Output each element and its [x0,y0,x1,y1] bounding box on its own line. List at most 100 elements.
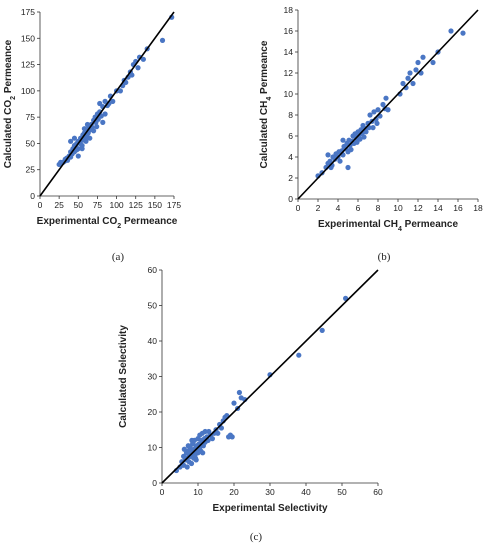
data-point [181,446,187,452]
x-tick-label: 16 [453,203,463,213]
reference-line [161,269,379,484]
data-point [361,134,367,140]
x-axis-label: Experimental CO2 Permeance [37,216,178,230]
x-tick-label: 4 [336,203,341,213]
data-point [102,111,108,117]
data-point [410,80,416,87]
data-point [370,125,376,131]
y-tick-label: 30 [148,372,158,382]
y-tick-label: 175 [21,7,35,17]
x-tick-label: 20 [229,487,239,497]
x-tick-label: 150 [148,200,162,210]
data-point [420,54,426,60]
data-point [94,124,100,130]
y-tick-label: 4 [288,152,293,162]
x-tick-label: 25 [54,200,64,210]
x-tick-label: 40 [301,487,311,497]
y-tick-label: 10 [284,89,294,99]
data-point [319,327,325,333]
data-point [200,450,206,456]
data-point [405,75,411,81]
data-point [68,138,74,144]
data-point [215,430,221,436]
data-point [337,158,343,164]
data-point [375,107,381,113]
reference-line [39,11,175,197]
data-point [83,138,89,144]
panel-label-a: (a) [112,251,125,263]
data-point [363,129,369,135]
x-tick-label: 10 [393,203,403,213]
data-point [340,137,346,143]
x-tick-label: 10 [193,487,203,497]
y-tick-label: 20 [148,407,158,417]
x-tick-label: 0 [296,203,301,213]
x-tick-label: 100 [109,200,123,210]
data-point [135,65,141,71]
y-tick-label: 6 [288,131,293,141]
data-point [413,67,419,73]
data-point [430,59,436,66]
x-tick-label: 175 [167,200,181,210]
data-point [383,95,389,101]
data-point [189,437,195,443]
data-point [357,136,363,142]
x-tick-label: 0 [38,200,43,210]
data-point [71,135,78,141]
x-tick-label: 18 [473,203,483,213]
data-point [407,70,413,76]
x-axis-label: Experimental Selectivity [212,503,327,514]
data-point [380,101,386,108]
data-point [374,120,380,126]
data-point [117,88,123,94]
y-tick-label: 40 [148,336,158,346]
data-point [229,434,235,440]
data-point [296,352,302,358]
data-point [81,126,88,132]
data-point [202,428,208,435]
data-point [91,128,97,134]
data-point [159,37,166,43]
data-point [102,98,108,104]
x-tick-label: 125 [129,200,143,210]
data-point [345,164,351,171]
x-tick-label: 30 [265,487,275,497]
y-tick-label: 8 [288,110,293,120]
x-tick-label: 8 [376,203,381,213]
data-point [385,107,391,113]
y-tick-label: 150 [21,33,35,43]
y-tick-label: 10 [148,443,158,453]
data-point [236,389,242,396]
data-point [100,119,106,125]
data-point [79,146,85,152]
data-point [209,436,215,442]
y-tick-label: 125 [21,60,35,70]
data-point [448,28,454,34]
y-tick-label: 0 [152,478,157,488]
chart-b: 0 2 4 6 8 10 12 14 16 18 0 2 4 6 8 10 12 14 16 18 Experiment… [259,5,483,233]
y-tick-label: 50 [148,301,158,311]
x-tick-label: 6 [356,203,361,213]
x-tick-label: 50 [337,487,347,497]
y-tick-label: 14 [284,47,294,57]
data-point [87,135,93,141]
y-tick-label: 0 [30,191,35,201]
y-tick-label: 50 [26,138,36,148]
y-tick-label: 75 [26,112,36,122]
y-tick-label: 16 [284,26,294,36]
x-tick-label: 14 [433,203,443,213]
data-point [140,56,146,62]
x-axis-label: Experimental CH4 Permeance [318,219,459,233]
x-tick-label: 60 [373,487,383,497]
data-point [185,443,191,449]
y-tick-label: 18 [284,5,294,15]
x-tick-label: 12 [413,203,423,213]
data-point [192,455,199,461]
y-tick-label: 2 [288,173,293,183]
data-point [400,80,406,87]
chart-a: 0 25 50 75 100 125 150 175 0 25 50 75 100 125 150 175 Ex… [3,7,181,230]
y-tick-label: 25 [26,165,36,175]
x-tick-label: 2 [316,203,321,213]
data-point [371,109,377,115]
